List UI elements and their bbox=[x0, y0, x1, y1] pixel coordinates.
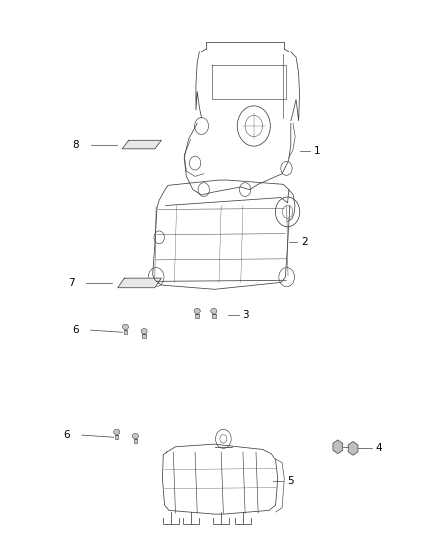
Text: 3: 3 bbox=[242, 310, 249, 320]
FancyBboxPatch shape bbox=[134, 439, 137, 443]
Ellipse shape bbox=[122, 324, 128, 329]
Polygon shape bbox=[348, 441, 358, 455]
Text: 5: 5 bbox=[287, 477, 293, 486]
Ellipse shape bbox=[211, 309, 217, 314]
Polygon shape bbox=[122, 140, 161, 149]
Ellipse shape bbox=[132, 433, 138, 439]
Polygon shape bbox=[118, 278, 161, 288]
Text: 2: 2 bbox=[301, 237, 307, 247]
FancyBboxPatch shape bbox=[142, 334, 146, 338]
Ellipse shape bbox=[114, 429, 120, 434]
Text: 1: 1 bbox=[314, 146, 321, 156]
FancyBboxPatch shape bbox=[115, 434, 118, 439]
Text: 4: 4 bbox=[376, 443, 382, 454]
Text: 8: 8 bbox=[72, 140, 79, 150]
Ellipse shape bbox=[194, 309, 200, 314]
FancyBboxPatch shape bbox=[212, 314, 215, 318]
Text: 6: 6 bbox=[64, 430, 70, 440]
FancyBboxPatch shape bbox=[195, 314, 199, 318]
FancyBboxPatch shape bbox=[124, 329, 127, 334]
Text: 6: 6 bbox=[72, 325, 79, 335]
Polygon shape bbox=[333, 440, 343, 454]
Ellipse shape bbox=[141, 328, 147, 334]
Text: 7: 7 bbox=[68, 278, 74, 288]
